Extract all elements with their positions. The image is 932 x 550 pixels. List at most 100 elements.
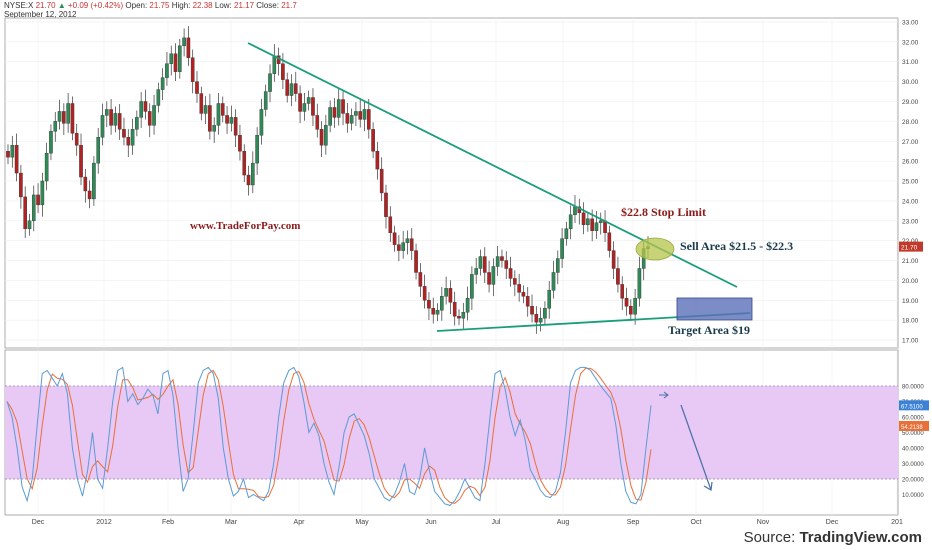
candle-body xyxy=(564,228,569,239)
candle-body xyxy=(474,268,478,275)
stoch-tick-label: 20.0000 xyxy=(902,478,924,484)
last-price: 21.70 xyxy=(35,1,56,10)
candle-body xyxy=(135,117,139,130)
candle-body xyxy=(517,284,521,293)
candle-body xyxy=(306,97,311,104)
y-tick-label: 27.00 xyxy=(902,139,919,146)
candle-body xyxy=(311,97,315,116)
y-tick-label: 28.00 xyxy=(902,119,919,126)
candle-body xyxy=(109,109,113,126)
candle-body xyxy=(152,105,156,126)
candle-body xyxy=(259,109,264,136)
high-value: 22.38 xyxy=(192,1,213,10)
candle-body xyxy=(560,238,564,259)
candle-body xyxy=(538,317,543,323)
candle-body xyxy=(405,238,410,243)
candle-body xyxy=(457,315,461,319)
candle-body xyxy=(31,194,36,221)
candle-body xyxy=(83,176,88,192)
last-price-tag xyxy=(899,241,923,252)
stoch-band xyxy=(5,386,898,479)
candle-body xyxy=(165,63,169,78)
candle-body xyxy=(620,284,625,299)
candle-body xyxy=(104,109,109,116)
candle-body xyxy=(465,298,470,313)
candle-body xyxy=(555,258,560,273)
right-arrow-icon xyxy=(659,391,669,399)
candle-body xyxy=(186,37,191,58)
candle-body xyxy=(414,250,418,273)
x-tick-label: Feb xyxy=(162,519,174,526)
x-tick-label: Oct xyxy=(691,519,702,526)
candle-body xyxy=(444,288,448,297)
candle-body xyxy=(156,89,161,106)
candle-body xyxy=(255,135,259,164)
low-value: 21.17 xyxy=(234,1,255,10)
header-line-1: NYSE:X 21.70 ▲ +0.09 (+0.42%) Open: 21.7… xyxy=(4,1,297,10)
candle-body xyxy=(629,306,633,315)
candle-body xyxy=(216,103,221,126)
candle-body xyxy=(568,214,573,229)
candle-body xyxy=(251,162,255,186)
candle-body xyxy=(178,45,182,72)
candle-body xyxy=(418,272,423,287)
candle-body xyxy=(637,268,642,299)
candle-body xyxy=(633,298,637,315)
y-tick-label: 29.00 xyxy=(902,99,919,106)
stoch-tick-label: 50.0000 xyxy=(902,431,924,437)
candle-body xyxy=(53,121,58,132)
d-value-tag xyxy=(899,420,929,431)
source-label: Source: xyxy=(743,529,796,546)
candle-body xyxy=(289,83,294,96)
candle-body xyxy=(482,256,487,273)
candle-body xyxy=(208,105,212,132)
candle-body xyxy=(195,81,199,94)
candle-body xyxy=(392,232,397,245)
candle-body xyxy=(263,91,268,110)
candle-body xyxy=(117,113,122,130)
candle-body xyxy=(508,268,513,279)
candle-body xyxy=(491,266,496,285)
candle-body xyxy=(435,310,440,315)
candle-body xyxy=(409,238,414,251)
candle-body xyxy=(427,300,431,309)
candle-body xyxy=(534,314,539,323)
candle-body xyxy=(160,77,165,90)
y-tick-label: 30.00 xyxy=(902,79,919,86)
candle-body xyxy=(220,103,225,116)
candle-body xyxy=(452,302,457,317)
candle-body xyxy=(27,220,32,229)
candle-body xyxy=(190,57,195,82)
candle-body xyxy=(431,308,436,315)
k-value-tag xyxy=(899,400,929,411)
x-tick-label: 2012 xyxy=(96,519,112,526)
candle-body xyxy=(242,150,247,176)
candle-body xyxy=(169,53,174,64)
candle-body xyxy=(349,115,354,124)
candle-body xyxy=(367,109,371,130)
candle-body xyxy=(36,194,40,206)
candle-body xyxy=(336,99,341,118)
x-axis: Dec 2012 Feb Mar Apr May Jun Jul Aug Sep Oct Nov Dec… xyxy=(32,519,903,526)
candle-body xyxy=(199,93,204,114)
k-value-tag-text: 67.5100 xyxy=(901,404,923,410)
candle-body xyxy=(478,256,483,269)
candle-body xyxy=(530,306,534,315)
candle-body xyxy=(139,101,143,118)
down-arrow-icon xyxy=(680,404,713,491)
y-tick-label: 19.00 xyxy=(902,298,919,305)
candle-body xyxy=(281,63,285,80)
candle-body xyxy=(57,111,62,122)
y-tick-label: 31.00 xyxy=(902,59,919,66)
target-area-box xyxy=(676,297,753,321)
candle-body xyxy=(525,296,530,307)
candle-body xyxy=(362,109,367,120)
open-label: Open: xyxy=(125,1,148,10)
candle-body xyxy=(126,137,131,146)
x-tick-label: Nov xyxy=(757,519,770,526)
candle-body xyxy=(397,244,401,251)
candle-body xyxy=(49,131,53,154)
y-tick-label: 20.00 xyxy=(902,278,919,285)
x-tick-label: Mar xyxy=(225,519,238,526)
